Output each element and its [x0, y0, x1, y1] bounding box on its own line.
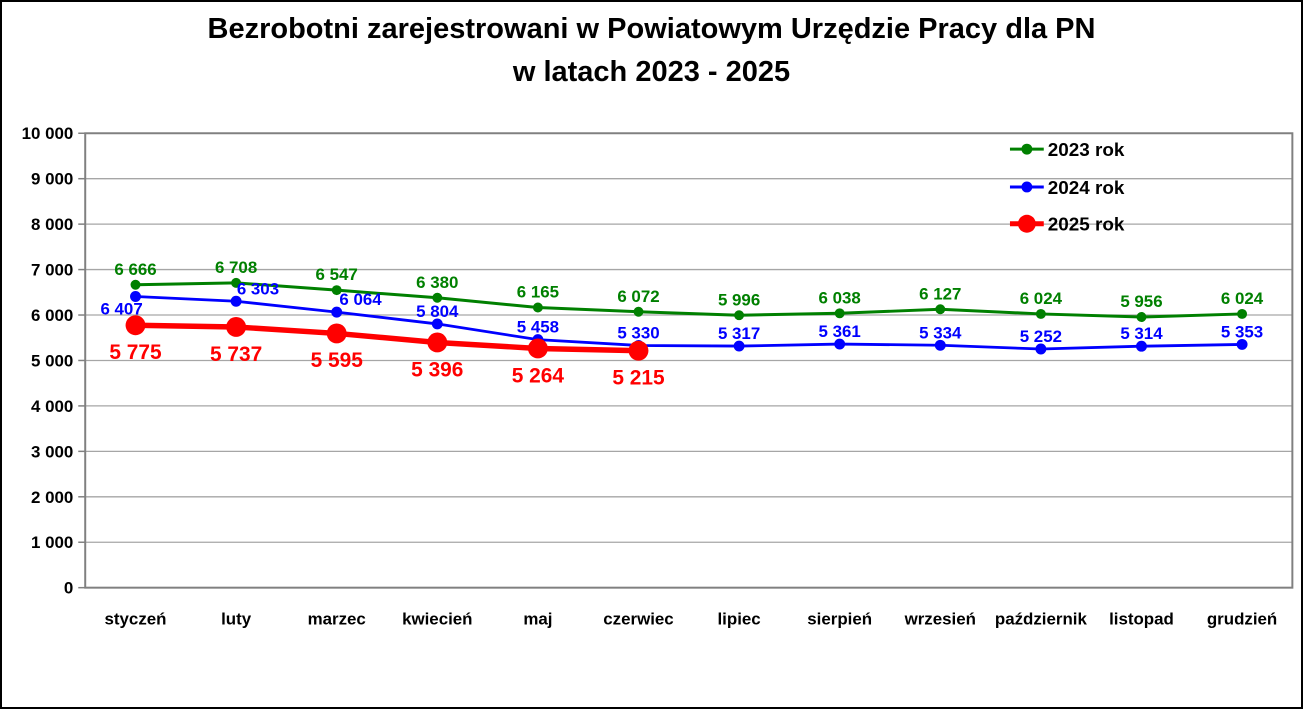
- data-point: [130, 291, 141, 302]
- legend-label: 2025 rok: [1048, 215, 1125, 236]
- data-label: 6 024: [1221, 289, 1264, 308]
- data-point: [230, 295, 242, 307]
- data-point: [628, 340, 649, 361]
- y-axis-label: 2 000: [31, 488, 73, 507]
- legend-marker-dot: [1021, 143, 1033, 155]
- chart-title: Bezrobotni zarejestrowani w Powiatowym U…: [2, 8, 1301, 94]
- data-point: [1136, 312, 1147, 322]
- data-point: [934, 339, 946, 351]
- x-axis-label: grudzień: [1207, 609, 1277, 628]
- data-label: 6 072: [617, 287, 659, 306]
- series-line-2024-rok: [134, 295, 1244, 351]
- data-label: 5 314: [1120, 324, 1163, 343]
- data-label: 5 595: [311, 349, 364, 372]
- data-label: 6 038: [819, 288, 861, 307]
- series-line-2025-rok: [132, 322, 642, 354]
- data-point: [130, 279, 141, 290]
- data-point: [532, 302, 543, 313]
- data-point: [432, 292, 443, 303]
- data-label: 6 024: [1020, 289, 1063, 308]
- x-axis-label: styczeń: [105, 609, 167, 628]
- data-point: [231, 277, 242, 288]
- data-label: 5 215: [612, 367, 665, 390]
- data-label: 5 252: [1020, 327, 1062, 346]
- data-point: [935, 304, 946, 315]
- data-point: [527, 338, 548, 359]
- data-label: 5 737: [210, 343, 262, 366]
- data-point: [733, 340, 745, 352]
- x-axis-label: marzec: [308, 609, 366, 628]
- x-axis-label: wrzesień: [904, 609, 976, 628]
- x-axis-label: maj: [523, 609, 552, 628]
- data-point: [1035, 343, 1047, 355]
- y-axis-label: 4 000: [31, 397, 73, 416]
- data-label: 5 264: [512, 364, 565, 387]
- x-axis-label: kwiecień: [402, 609, 472, 628]
- data-point: [331, 306, 343, 318]
- data-point: [834, 308, 845, 319]
- y-axis-label: 8 000: [31, 215, 73, 234]
- y-axis-label: 3 000: [31, 442, 73, 461]
- legend-marker-dot: [1021, 181, 1033, 193]
- x-axis-label: październik: [995, 609, 1088, 628]
- data-point: [1136, 340, 1147, 352]
- legend-marker-dot: [1017, 214, 1036, 233]
- y-axis-label: 1 000: [31, 533, 73, 552]
- data-point: [331, 285, 342, 296]
- y-axis-label: 10 000: [22, 124, 74, 143]
- data-point: [1035, 308, 1046, 319]
- data-label: 6 666: [114, 260, 156, 279]
- data-label: 6 708: [215, 258, 257, 277]
- legend-label: 2023 rok: [1048, 140, 1125, 161]
- data-label: 5 458: [517, 318, 559, 337]
- data-point: [431, 318, 443, 330]
- data-point: [1236, 338, 1248, 350]
- y-axis-label: 7 000: [31, 261, 73, 280]
- data-label: 6 165: [517, 283, 559, 302]
- data-point: [1237, 308, 1248, 319]
- data-label: 5 317: [718, 324, 760, 343]
- chart-title-line2: w latach 2023 - 2025: [512, 56, 791, 88]
- data-point: [633, 306, 644, 317]
- series-line-2023-rok: [134, 281, 1244, 319]
- data-point: [125, 315, 146, 336]
- chart-title-line1: Bezrobotni zarejestrowani w Powiatowym U…: [207, 13, 1096, 45]
- data-label: 5 334: [919, 323, 962, 342]
- data-label: 6 547: [316, 265, 358, 284]
- data-point: [427, 332, 448, 353]
- legend-label: 2024 rok: [1048, 178, 1125, 199]
- data-label: 5 330: [617, 324, 659, 343]
- y-axis-label: 0: [64, 579, 73, 598]
- x-axis-label: czerwiec: [603, 609, 673, 628]
- data-point: [326, 323, 347, 344]
- data-label: 6 303: [237, 279, 279, 298]
- data-label: 5 996: [718, 290, 760, 309]
- data-point: [734, 310, 745, 321]
- data-label: 6 127: [919, 284, 961, 303]
- x-axis-label: listopad: [1109, 609, 1174, 628]
- data-label: 5 353: [1221, 322, 1263, 341]
- data-point: [226, 317, 247, 337]
- data-label: 5 775: [109, 341, 162, 364]
- x-axis-label: lipiec: [717, 609, 760, 628]
- data-label: 5 956: [1120, 292, 1162, 311]
- data-label: 5 804: [416, 302, 459, 321]
- data-label: 5 361: [819, 322, 861, 341]
- y-axis-label: 5 000: [31, 351, 73, 370]
- x-axis-label: sierpień: [807, 609, 872, 628]
- x-axis-label: luty: [221, 609, 252, 628]
- data-label: 6 380: [416, 273, 458, 292]
- data-label: 6 064: [339, 290, 382, 309]
- data-label: 6 407: [100, 299, 142, 318]
- y-axis-label: 9 000: [31, 170, 73, 189]
- data-point: [834, 338, 846, 350]
- y-axis-label: 6 000: [31, 306, 73, 325]
- data-label: 5 396: [411, 358, 463, 381]
